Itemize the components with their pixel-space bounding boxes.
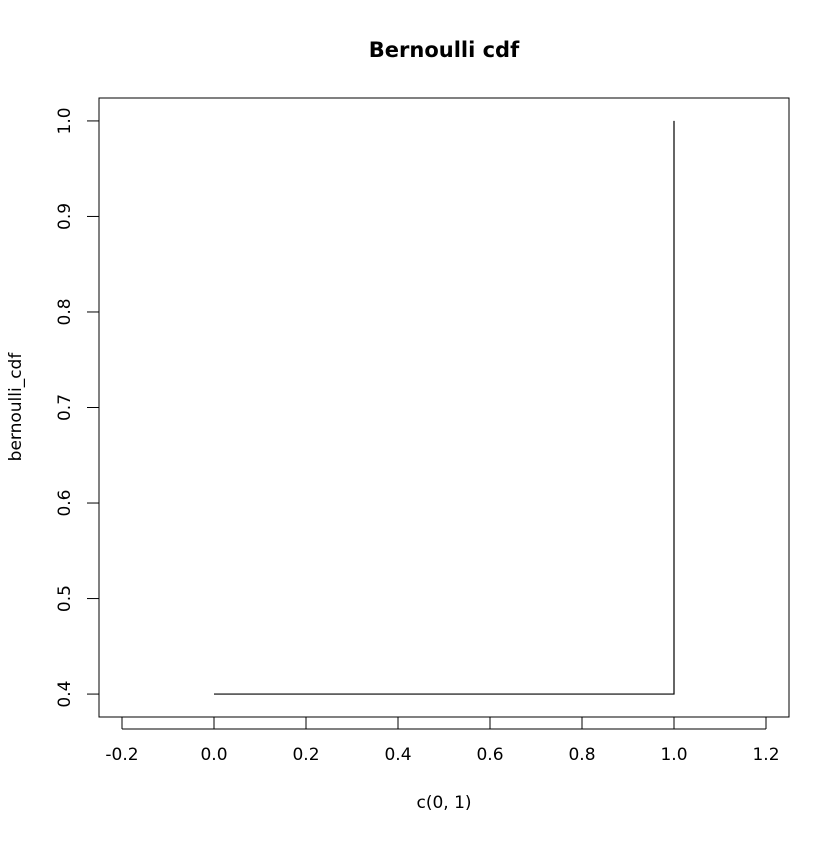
series-layer bbox=[214, 120, 675, 695]
y-tick-label: 0.7 bbox=[55, 394, 75, 421]
x-axis: -0.2 0.0 0.2 0.4 0.6 0.8 1.0 1.2 bbox=[105, 717, 780, 765]
y-tick-label: 1.0 bbox=[55, 107, 75, 134]
plot-border bbox=[98, 97, 790, 718]
y-axis-label: bernoulli_cdf bbox=[6, 352, 26, 462]
x-tick-label: 0.2 bbox=[292, 745, 319, 765]
y-tick-label: 0.8 bbox=[55, 298, 75, 325]
y-tick-label: 0.4 bbox=[55, 681, 75, 708]
x-axis-label: c(0, 1) bbox=[416, 793, 471, 813]
x-tick-label: 1.0 bbox=[660, 745, 687, 765]
chart-title: Bernoulli cdf bbox=[369, 38, 520, 62]
y-tick-label: 0.5 bbox=[55, 585, 75, 612]
x-tick-label: 0.6 bbox=[476, 745, 503, 765]
x-tick-label: 0.4 bbox=[384, 745, 411, 765]
y-tick-label: 0.6 bbox=[55, 490, 75, 517]
x-tick-label: 0.8 bbox=[568, 745, 595, 765]
x-tick-label: 0.0 bbox=[200, 745, 227, 765]
x-tick-label: 1.2 bbox=[752, 745, 779, 765]
x-tick-label: -0.2 bbox=[105, 745, 138, 765]
y-axis: 0.4 0.5 0.6 0.7 0.8 0.9 1.0 bbox=[55, 107, 100, 708]
cdf-step-line bbox=[214, 120, 675, 695]
y-tick-label: 0.9 bbox=[55, 203, 75, 230]
